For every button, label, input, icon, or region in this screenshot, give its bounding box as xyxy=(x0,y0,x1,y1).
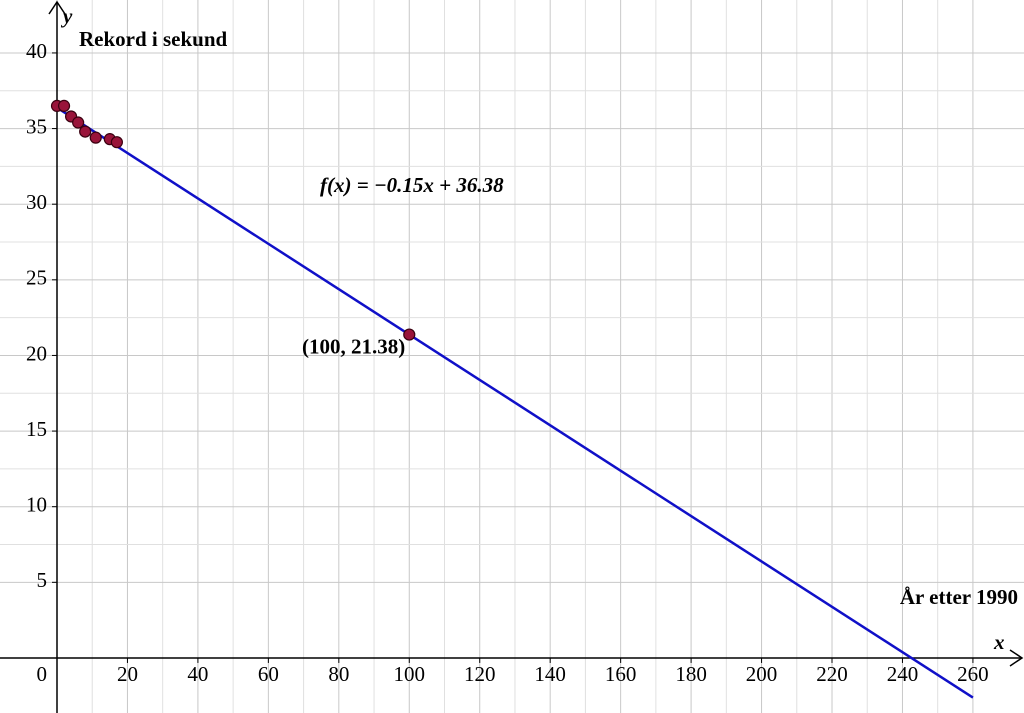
y-title: Rekord i sekund xyxy=(79,27,228,51)
x-tick-label: 220 xyxy=(816,662,848,686)
x-tick-label: 120 xyxy=(464,662,496,686)
data-point xyxy=(110,136,123,149)
y-tick-label: 20 xyxy=(26,341,47,365)
data-point xyxy=(89,131,102,144)
x-tick-label: 200 xyxy=(746,662,778,686)
x-tick-label: 240 xyxy=(887,662,919,686)
y-tick-label: 5 xyxy=(36,568,47,592)
x-axis-label: x xyxy=(993,630,1005,654)
y-tick-label: 35 xyxy=(26,114,47,138)
y-tick-label: 40 xyxy=(26,39,47,63)
y-tick-label: 10 xyxy=(26,493,47,517)
y-tick-label: 25 xyxy=(26,266,47,290)
x-tick-label: 20 xyxy=(117,662,138,686)
data-point xyxy=(57,99,71,112)
data-point xyxy=(72,116,85,129)
x-title: År etter 1990 xyxy=(900,585,1018,609)
y-tick-label: 15 xyxy=(26,417,47,441)
y-arrow xyxy=(48,0,66,15)
function-label: f(x) = −0.15x + 36.38 xyxy=(320,173,504,197)
x-tick-label: 160 xyxy=(605,662,637,686)
data-point xyxy=(403,328,416,341)
point-label: (100, 21.38) xyxy=(302,334,405,358)
regression-line xyxy=(56,106,974,699)
x-tick-label: 260 xyxy=(957,662,989,686)
y-axis-label: y xyxy=(60,4,73,28)
x-arrow xyxy=(1009,649,1024,667)
x-tick-label: 60 xyxy=(258,662,279,686)
data-point xyxy=(79,125,92,138)
x-tick-label: 140 xyxy=(534,662,566,686)
x-tick-label: 40 xyxy=(187,662,208,686)
x-tick-label: 0 xyxy=(36,662,47,686)
x-tick-label: 100 xyxy=(394,662,426,686)
y-tick-label: 30 xyxy=(26,190,47,214)
marks: f(x) = −0.15x + 36.38 (100, 21.38) xyxy=(50,99,974,699)
x-tick-label: 80 xyxy=(328,662,349,686)
x-tick-label: 180 xyxy=(675,662,707,686)
